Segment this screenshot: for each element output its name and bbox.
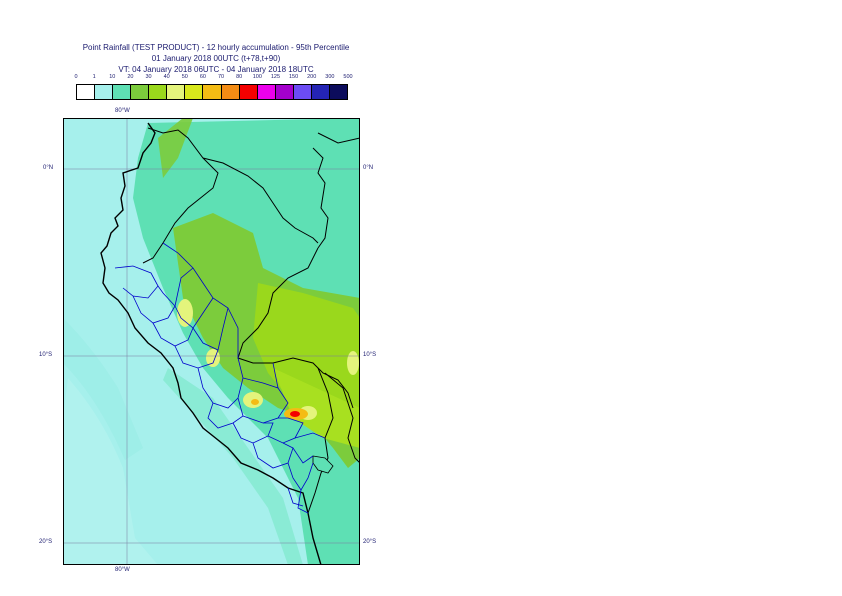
venezuela-border (317, 132, 360, 144)
legend-tick-label: 0 (74, 74, 78, 80)
lat-label-left-10s: 10°S (39, 352, 53, 358)
legend-tick-label: 70 (218, 74, 225, 80)
title-line-3: VT: 04 January 2018 06UTC - 04 January 2… (118, 65, 314, 74)
chart-title: Point Rainfall (TEST PRODUCT) - 12 hourl… (40, 42, 392, 75)
legend-swatch (329, 85, 347, 99)
legend-swatch (185, 85, 204, 99)
legend-swatch (293, 85, 312, 99)
legend-swatch (239, 85, 258, 99)
legend-swatch (311, 85, 330, 99)
legend-tick-label: 300 (325, 74, 335, 80)
pale-yellow-patch-1 (177, 299, 193, 327)
legend-tick-label: 50 (181, 74, 188, 80)
legend-swatch (113, 85, 132, 99)
legend-swatch (257, 85, 276, 99)
ecuador-peru-border (142, 127, 219, 264)
yellow-green-south (273, 368, 360, 448)
lat-label-right-20s: 20°S (363, 539, 377, 545)
legend-tick-label: 1 (92, 74, 96, 80)
legend-swatch (221, 85, 240, 99)
peru-brazil-border (237, 247, 354, 409)
legend-swatch (77, 85, 96, 99)
rainfall-map: 80°W 80°W 0°N 0°N 10°S 10°S 20°S 20°S (39, 108, 376, 573)
legend-tick-label: 10 (109, 74, 116, 80)
legend-color-bar (76, 84, 348, 100)
lat-label-left-0: 0°N (43, 165, 54, 171)
title-line-1: Point Rainfall (TEST PRODUCT) - 12 hourl… (82, 43, 350, 52)
legend-swatch (149, 85, 168, 99)
legend-tick-label: 125 (270, 74, 281, 80)
lon-label-top: 80°W (115, 108, 130, 114)
legend-swatch (203, 85, 222, 99)
peru-bolivia-border (307, 367, 334, 514)
legend-tick-label: 80 (236, 74, 243, 80)
teal-coast-strip (163, 368, 303, 565)
pale-yellow-patch-5 (347, 351, 359, 375)
lat-label-left-20s: 20°S (39, 539, 53, 545)
legend-swatch (131, 85, 150, 99)
legend-tick-label: 150 (289, 74, 299, 80)
title-line-2: 01 January 2018 00UTC (t+78,t+90) (151, 54, 281, 63)
ocean-streaks (63, 378, 158, 565)
coastline (100, 122, 322, 565)
peru-colombia-border (202, 157, 319, 244)
legend-swatch (275, 85, 294, 99)
legend-tick-label: 20 (127, 74, 134, 80)
legend-tick-labels: 0 1 10 20 30 40 50 60 70 80 100 125 150 200 300 500 (74, 74, 352, 84)
lat-label-right-0: 0°N (363, 165, 374, 171)
region-borders (114, 242, 326, 514)
legend-swatch (167, 85, 186, 99)
legend-tick-label: 40 (163, 74, 170, 80)
color-legend: 0 1 10 20 30 40 50 60 70 80 100 125 150 200 300 500 (74, 74, 353, 100)
bolivia-brazil-border (324, 372, 360, 464)
green-north-strip (158, 118, 193, 178)
lat-label-right-10s: 10°S (363, 352, 377, 358)
map-border (63, 118, 360, 565)
orange-hotspot-2 (251, 399, 259, 405)
legend-tick-label: 200 (307, 74, 317, 80)
legend-swatch (95, 85, 114, 99)
colombia-brazil-border (312, 147, 329, 249)
legend-tick-label: 500 (343, 74, 353, 80)
legend-tick-label: 30 (145, 74, 152, 80)
red-hotspot (290, 411, 300, 417)
ocean-band (63, 318, 143, 460)
lon-label-bottom: 80°W (115, 567, 130, 573)
legend-tick-label: 60 (199, 74, 206, 80)
legend-tick-label: 100 (252, 74, 262, 80)
